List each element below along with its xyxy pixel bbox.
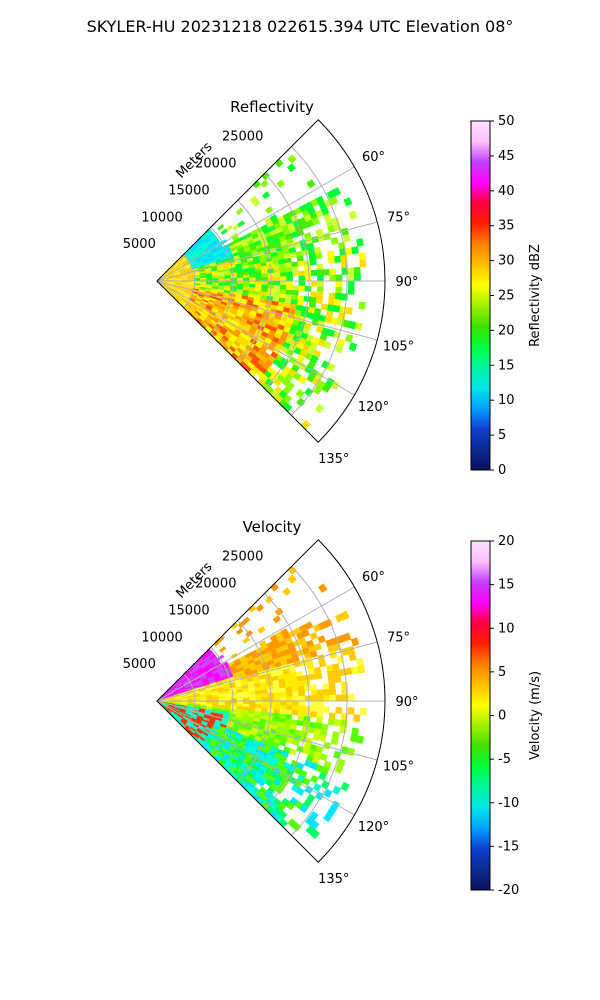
- colorbar-tick-label: 0: [498, 709, 506, 724]
- angular-tick-label: 135°: [318, 452, 349, 467]
- angular-tick-label: 60°: [362, 570, 385, 585]
- radial-tick-label: 25000: [222, 130, 263, 145]
- azimuth-line: [156, 700, 355, 816]
- colorbar: 0 5 10 15 20 25 30 35 40 45 50 Reflectivity dBZ: [470, 114, 543, 478]
- angular-tick-label: 120°: [358, 820, 389, 835]
- reflectivity-panel: Reflectivity 500010000150002000025000Met…: [123, 98, 543, 478]
- colorbar-ramp: [470, 540, 491, 891]
- colorbar: -20 -15 -10 -5 0 5 10 15 20 Velocity (m/s): [470, 534, 543, 898]
- angular-tick-label: 135°: [318, 872, 349, 887]
- radial-tick-label: 10000: [141, 210, 182, 225]
- azimuth-line: [156, 166, 355, 282]
- angular-tick-label: 90°: [395, 695, 418, 710]
- azimuth-line: [156, 280, 355, 396]
- colorbar-tick-label: 45: [498, 149, 515, 164]
- radial-tick-label: 10000: [141, 630, 182, 645]
- radial-tick-label: 15000: [168, 183, 209, 198]
- angular-tick-label: 75°: [387, 630, 410, 645]
- colorbar-tick-label: 35: [498, 219, 515, 234]
- radial-tick-label: 20000: [195, 157, 236, 172]
- sector-frame: [156, 539, 386, 863]
- colorbar-tick-label: 5: [498, 428, 506, 443]
- polar-grid: [156, 566, 385, 836]
- angular-tick-label: 105°: [383, 760, 414, 775]
- colorbar-label: Velocity (m/s): [528, 671, 543, 760]
- colorbar-label: Reflectivity dBZ: [528, 244, 543, 347]
- colorbar-tick-label: 40: [498, 184, 515, 199]
- colorbar-tick-label: -5: [498, 752, 511, 767]
- colorbar-tick-label: 10: [498, 621, 515, 636]
- radial-tick-label: 25000: [222, 550, 263, 565]
- colorbar-tick-label: 30: [498, 254, 515, 269]
- panel-title: Velocity: [243, 518, 302, 536]
- colorbar-tick-label: -15: [498, 839, 519, 854]
- azimuth-line: [156, 280, 378, 341]
- radial-tick-label: 15000: [168, 603, 209, 618]
- colorbar-tick-label: 25: [498, 289, 515, 304]
- colorbar-tick-label: -20: [498, 883, 519, 898]
- azimuth-line: [156, 586, 355, 702]
- sector-frame: [156, 119, 386, 443]
- angular-tick-label: 75°: [387, 210, 410, 225]
- angular-tick-label: 90°: [395, 275, 418, 290]
- radial-tick-label: 5000: [123, 657, 156, 672]
- colorbar-tick-label: 50: [498, 114, 515, 129]
- colorbar-tick-label: -10: [498, 796, 519, 811]
- radial-tick-label: 5000: [123, 237, 156, 252]
- azimuth-line: [156, 641, 378, 702]
- colorbar-tick-label: 20: [498, 323, 515, 338]
- polar-grid: [156, 146, 385, 416]
- azimuth-line: [156, 700, 378, 761]
- colorbar-tick-label: 5: [498, 665, 506, 680]
- angular-tick-label: 60°: [362, 150, 385, 165]
- radial-tick-label: 20000: [195, 577, 236, 592]
- figure-title: SKYLER-HU 20231218 022615.394 UTC Elevat…: [87, 17, 514, 36]
- colorbar-ramp: [470, 120, 491, 471]
- panel-title: Reflectivity: [230, 98, 314, 116]
- azimuth-line: [156, 221, 378, 282]
- colorbar-tick-label: 20: [498, 534, 515, 549]
- angular-tick-label: 105°: [383, 340, 414, 355]
- angular-tick-label: 120°: [358, 400, 389, 415]
- colorbar-tick-label: 10: [498, 393, 515, 408]
- colorbar-tick-label: 15: [498, 358, 515, 373]
- colorbar-tick-label: 0: [498, 463, 506, 478]
- colorbar-tick-label: 15: [498, 578, 515, 593]
